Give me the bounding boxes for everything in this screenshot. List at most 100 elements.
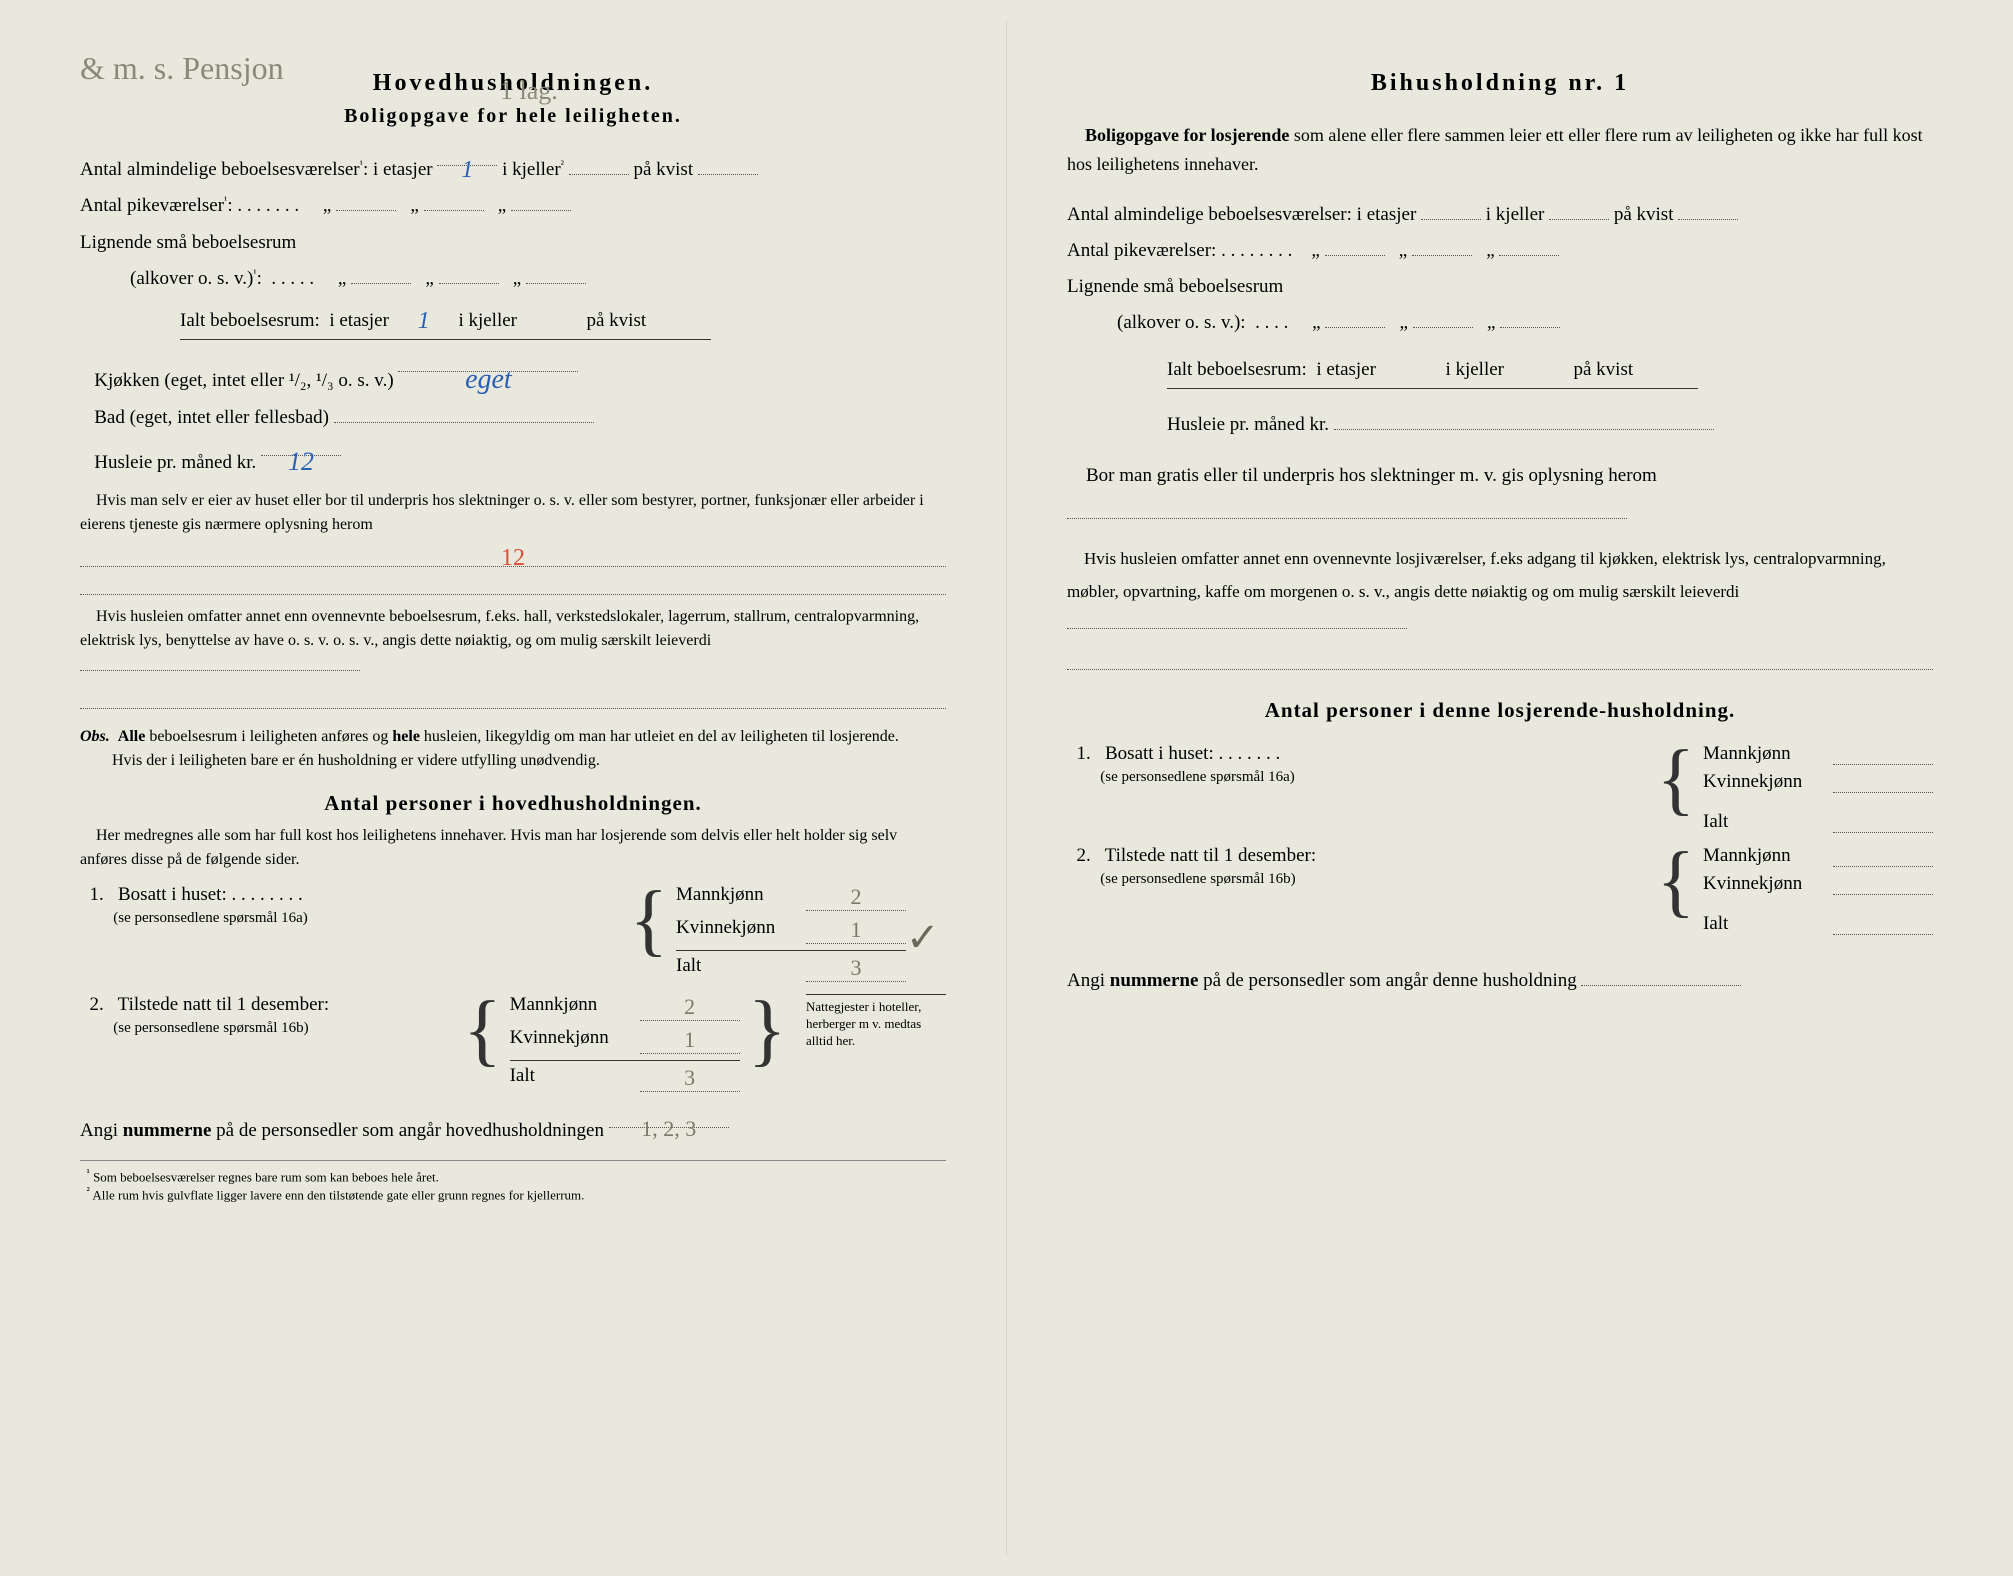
r-q1-mann-val	[1833, 743, 1933, 765]
obs1b: beboelsesrum i leiligheten anføres og	[145, 728, 392, 745]
l1d: på kvist	[633, 159, 693, 180]
r-para1: Bor man gratis eller til underpris hos s…	[1067, 457, 1933, 533]
nummerne: nummerne	[123, 1120, 212, 1141]
r-sec-title: Antal personer i denne losjerende-hushol…	[1067, 698, 1933, 723]
r-ialt-kv	[1638, 357, 1698, 375]
q1kv: 1	[851, 917, 862, 942]
q2-ialt-label: Ialt	[510, 1065, 640, 1092]
r-pike2	[1412, 238, 1472, 256]
line-alkover1: Lignende små beboelsesrum	[80, 227, 946, 259]
alk-b2	[439, 266, 499, 284]
q3: „	[498, 195, 506, 216]
r-q1-row: 1. Bosatt i huset: . . . . . . . (se per…	[1067, 743, 1933, 833]
r-brace1: {	[1657, 743, 1695, 815]
r-q2-row: 2. Tilstede natt til 1 desember: (se per…	[1067, 845, 1933, 935]
r-l3dots: . . . .	[1246, 312, 1308, 333]
etasjer-blank: 1	[437, 148, 497, 166]
q2-kvinne-label: Kvinnekjønn	[510, 1027, 640, 1054]
r-q1-mann: Mannkjønn	[1703, 743, 1933, 765]
q1-ialt: Ialt 3	[676, 950, 906, 982]
r-q1-text: Bosatt i huset:	[1105, 743, 1214, 764]
blank-line-2	[80, 573, 946, 595]
angi-val: 1, 2, 3	[641, 1116, 696, 1141]
q1iv: 3	[851, 955, 862, 980]
angi-line: Angi nummerne på de personsedler som ang…	[80, 1110, 946, 1147]
r-angi-blank	[1581, 968, 1741, 986]
para2: Hvis husleien omfatter annet enn ovennev…	[80, 605, 946, 679]
r-q2-mann-label: Mannkjønn	[1703, 845, 1833, 867]
brace3: {	[748, 994, 786, 1066]
l4a: Ialt beboelsesrum:	[180, 310, 320, 331]
r-l4a: Ialt beboelsesrum:	[1167, 359, 1307, 380]
r-kvist	[1678, 202, 1738, 220]
l4b: i etasjer	[329, 310, 389, 331]
fn2: Alle rum hvis gulvflate ligger lavere en…	[92, 1187, 584, 1202]
r-l4c: i kjeller	[1445, 359, 1504, 380]
sec-title: Antal personer i hovedhusholdningen.	[80, 791, 946, 816]
rq6: „	[1487, 312, 1495, 333]
l1a: Antal almindelige beboelsesværelser	[80, 159, 360, 180]
husleie-blank: 12	[261, 438, 341, 456]
brace2: {	[463, 994, 501, 1066]
q2-label: 2. Tilstede natt til 1 desember: (se per…	[80, 994, 455, 1038]
handwriting-top: & m. s. Pensjon	[80, 50, 284, 87]
r-p2-blank	[1067, 611, 1407, 629]
q1mv: 2	[851, 884, 862, 909]
q1-mann: Mannkjønn 2	[676, 884, 906, 911]
etasjer-val: 1	[461, 157, 473, 183]
right-title: Bihusholdning nr. 1	[1067, 70, 1933, 97]
q2mv: 2	[684, 994, 695, 1019]
r-q1-num: 1.	[1077, 743, 1091, 764]
r-q1-kvinne-label: Kvinnekjønn	[1703, 771, 1833, 793]
l3b: (alkover o. s. v.)	[130, 268, 253, 289]
right-column: Bihusholdning nr. 1 Boligopgave for losj…	[1007, 20, 1993, 1556]
q1-text: Bosatt i huset:	[118, 884, 227, 905]
brace1: {	[630, 884, 668, 956]
q1-sub: (se personsedlene spørsmål 16a)	[113, 910, 308, 926]
q1: „	[323, 195, 331, 216]
r-l1d: på kvist	[1614, 204, 1674, 225]
q2iv: 3	[684, 1065, 695, 1090]
r-l2dots: . . . . . . . .	[1216, 240, 1306, 261]
kjokken-blank: eget	[398, 354, 578, 372]
p1: Hvis man selv er eier av huset eller bor…	[80, 492, 924, 533]
r-para2: Hvis husleien omfatter annet enn ovennev…	[1067, 543, 1933, 640]
l5b: o. s. v.)	[338, 370, 393, 391]
pike-b2	[424, 193, 484, 211]
frac12: ¹/₂,	[289, 370, 311, 391]
rq4: „	[1312, 312, 1320, 333]
r-q2-ialt: Ialt	[1703, 913, 1933, 935]
bad-blank	[334, 405, 594, 423]
l2: Antal pikeværelser	[80, 195, 224, 216]
left-subtitle: Boligopgave for hele leiligheten.	[80, 105, 946, 128]
line-alkover2: (alkover o. s. v.)¹: . . . . . „ „ „	[80, 263, 946, 295]
r-brace2: {	[1657, 845, 1695, 917]
r-q2-kvinne-val	[1833, 873, 1933, 895]
q2-num: 2.	[90, 994, 104, 1015]
r-angi-line: Angi nummerne på de personsedler som ang…	[1067, 965, 1933, 997]
r-q2-num: 2.	[1077, 845, 1091, 866]
r-q2-genders: Mannkjønn Kvinnekjønn Ialt	[1703, 845, 1933, 935]
r-p1: Bor man gratis eller til underpris hos s…	[1086, 465, 1657, 486]
l1b: : i etasjer	[363, 159, 433, 180]
q1-label: 1. Bosatt i huset: . . . . . . . . (se p…	[80, 884, 622, 928]
pike-b1	[336, 193, 396, 211]
r-blank-line	[1067, 648, 1933, 670]
q2-ialt: Ialt 3	[510, 1060, 740, 1092]
left-column: & m. s. Pensjon 1 lag. Hovedhusholdninge…	[20, 20, 1007, 1556]
q2: „	[410, 195, 418, 216]
q1-ialt-label: Ialt	[676, 955, 806, 982]
r-q1-label: 1. Bosatt i huset: . . . . . . . (se per…	[1067, 743, 1649, 787]
p2-blank	[80, 653, 360, 671]
ialt-kjeller	[522, 308, 582, 326]
rq3: „	[1486, 240, 1494, 261]
r-ialt: Ialt beboelsesrum: i etasjer i kjeller p…	[1067, 354, 1933, 389]
r-p2: Hvis husleien omfatter annet enn ovennev…	[1067, 549, 1886, 600]
r-l4b: i etasjer	[1316, 359, 1376, 380]
angi2: på de personsedler som angår hovedhushol…	[211, 1120, 604, 1141]
line-husleie: Husleie pr. måned kr. 12	[80, 438, 946, 479]
r-angi2: på de personsedler som angår denne husho…	[1198, 970, 1576, 991]
line-kjokken: Kjøkken (eget, intet eller ¹/₂, ¹/₃ o. s…	[80, 354, 946, 397]
r-q2-sub: (se personsedlene spørsmål 16b)	[1100, 871, 1295, 887]
alk-b1	[351, 266, 411, 284]
